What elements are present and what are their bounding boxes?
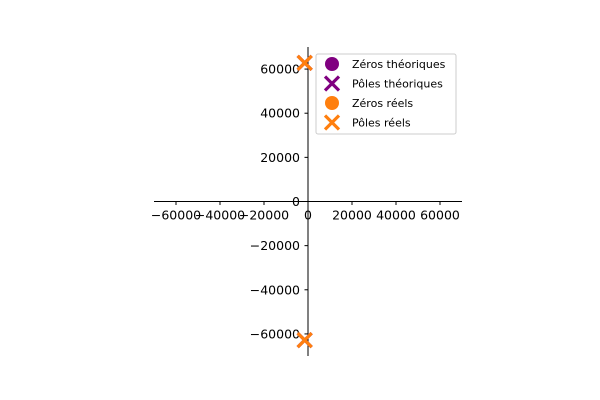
legend-entry-label: Pôles théoriques xyxy=(352,78,443,91)
y-tick-label: 0 xyxy=(292,194,300,209)
legend-entry-label: Zéros réels xyxy=(352,97,413,110)
y-tick-label: −60000 xyxy=(250,326,300,341)
x-tick-label: −60000 xyxy=(151,208,201,223)
pole-marker xyxy=(296,54,313,72)
x-tick-label: −40000 xyxy=(195,208,245,223)
plot-markers xyxy=(296,54,313,349)
legend-x-marker xyxy=(323,114,341,131)
x-tick-label: 40000 xyxy=(376,208,416,223)
legend-circle-marker xyxy=(325,96,339,110)
x-tick-label: 20000 xyxy=(332,208,372,223)
y-tick-label: 60000 xyxy=(260,62,300,77)
legend-entry-label: Pôles réels xyxy=(352,117,411,130)
y-axis-ticks: −60000 −40000 −20000 0 20000 40000 60000 xyxy=(250,62,308,341)
x-tick-label: −20000 xyxy=(239,208,289,223)
y-tick-label: 20000 xyxy=(260,150,300,165)
legend-entry-label: Zéros théoriques xyxy=(352,58,446,71)
x-tick-label: 60000 xyxy=(420,208,460,223)
legend-x-marker xyxy=(323,75,341,92)
y-tick-label: −20000 xyxy=(250,238,300,253)
y-tick-label: 40000 xyxy=(260,106,300,121)
y-tick-label: −40000 xyxy=(250,282,300,297)
x-tick-label: 0 xyxy=(304,208,312,223)
legend-circle-marker xyxy=(325,57,339,71)
x-axis-ticks: −60000−40000−20000 0 20000 40000 60000 xyxy=(151,201,460,223)
pole-marker xyxy=(296,331,313,349)
legend-box xyxy=(315,53,457,135)
legend: Zéros théoriques Pôles théoriques Zéros ré… xyxy=(315,53,457,135)
